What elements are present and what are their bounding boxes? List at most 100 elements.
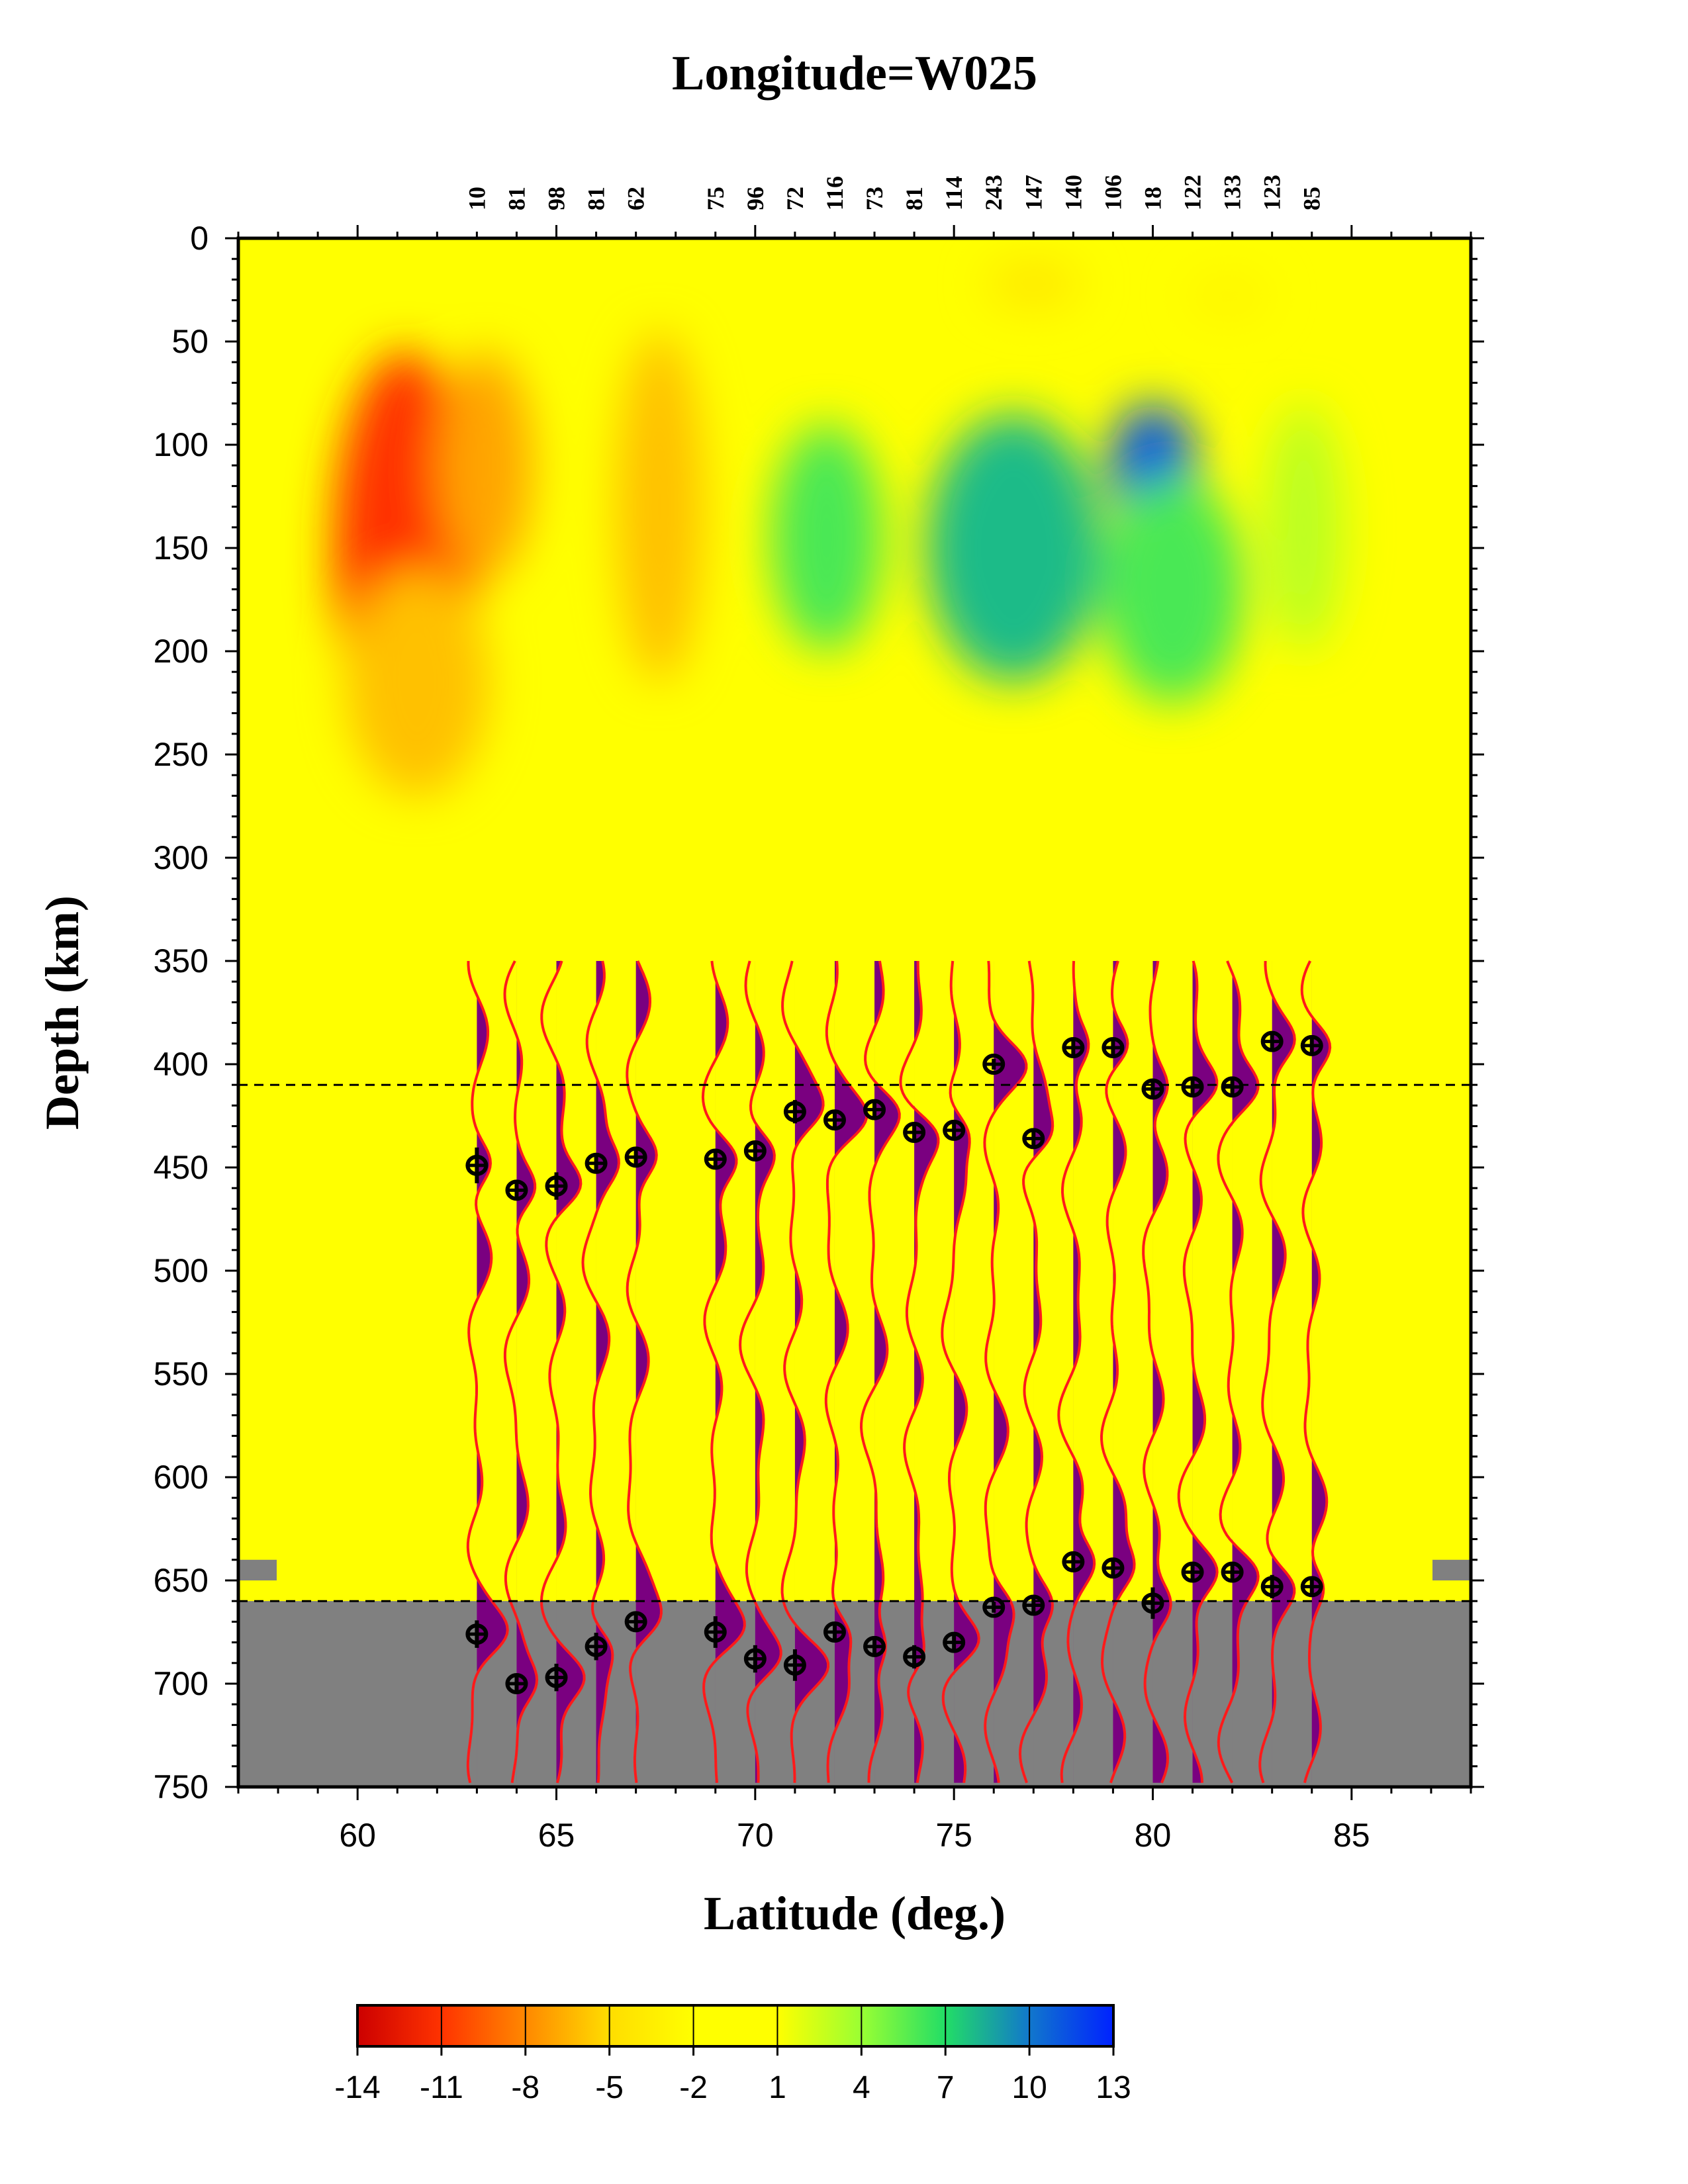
trace-71 — [780, 960, 830, 1783]
trace-83 — [1258, 960, 1296, 1784]
pick-410-73 — [863, 1099, 886, 1120]
trace-fill-72 — [834, 961, 867, 1783]
y-tick-label-600: 600 — [154, 1459, 209, 1496]
station-count-74: 81 — [901, 187, 927, 210]
trace-70 — [739, 960, 782, 1783]
pick-660-77 — [1022, 1594, 1045, 1616]
pick-660-76 — [982, 1596, 1006, 1618]
trace-66 — [581, 960, 620, 1783]
trace-line-75 — [941, 960, 980, 1784]
pick-410-77 — [1022, 1128, 1045, 1150]
anomaly-blob-5 — [1188, 275, 1268, 317]
y-tick-label-550: 550 — [154, 1355, 209, 1392]
trace-fill-77 — [1033, 961, 1053, 1783]
station-count-67: 62 — [623, 187, 649, 210]
pick-660-67 — [624, 1611, 647, 1633]
pick-660-66 — [585, 1633, 608, 1661]
y-tick-label-650: 650 — [154, 1562, 209, 1599]
trace-65 — [539, 960, 586, 1784]
trace-line-67 — [626, 960, 663, 1784]
trace-line-76 — [983, 960, 1028, 1784]
pick-660-78 — [1062, 1551, 1085, 1572]
trace-line-74 — [899, 961, 940, 1784]
pick-660-79 — [1102, 1557, 1125, 1579]
trace-line-79 — [1100, 960, 1136, 1784]
station-count-83: 123 — [1259, 175, 1286, 210]
trace-67 — [626, 960, 663, 1784]
trace-fill-75 — [954, 961, 979, 1783]
pick-660-69 — [704, 1616, 727, 1648]
trace-line-63 — [466, 961, 509, 1784]
pick-660-75 — [943, 1631, 966, 1653]
y-tick-label-750: 750 — [154, 1768, 209, 1805]
station-count-70: 96 — [742, 187, 769, 210]
station-count-69: 75 — [702, 187, 729, 210]
y-tick-label-100: 100 — [154, 426, 209, 463]
station-count-82: 133 — [1219, 175, 1246, 210]
below-660-region — [238, 1559, 1471, 1787]
chart-title: Longitude=W025 — [672, 46, 1037, 101]
pick-660-81 — [1181, 1561, 1204, 1583]
pick-660-63 — [465, 1620, 489, 1648]
station-count-66: 81 — [583, 187, 610, 210]
pick-660-84 — [1300, 1576, 1323, 1598]
pick-410-81 — [1181, 1076, 1204, 1098]
pick-660-82 — [1221, 1561, 1244, 1583]
pick-410-76 — [982, 1054, 1006, 1075]
x-tick-label-75: 75 — [935, 1817, 972, 1854]
pick-660-73 — [863, 1635, 886, 1657]
station-count-64: 81 — [504, 187, 530, 210]
trace-80 — [1142, 960, 1172, 1784]
trace-fill-73 — [874, 961, 900, 1783]
pick-410-78 — [1062, 1037, 1085, 1059]
pick-410-63 — [465, 1147, 489, 1183]
trace-line-83 — [1258, 960, 1296, 1784]
station-count-75: 114 — [941, 176, 967, 210]
x-axis-label: Latitude (deg.) — [704, 1887, 1006, 1940]
trace-line-70 — [739, 960, 782, 1783]
anomaly-blob-9 — [1101, 475, 1244, 703]
y-tick-label-200: 200 — [154, 633, 209, 670]
colorbar-tick--2: -2 — [679, 2070, 708, 2105]
trace-line-71 — [780, 960, 830, 1783]
station-count-72: 116 — [821, 176, 848, 210]
trace-fill-76 — [994, 961, 1027, 1783]
trace-line-82 — [1217, 960, 1260, 1784]
pick-660-74 — [903, 1645, 926, 1669]
plot-frame — [236, 236, 1473, 1789]
trace-fill-70 — [755, 961, 781, 1783]
trace-72 — [824, 960, 868, 1783]
y-tick-label-500: 500 — [154, 1252, 209, 1289]
pick-410-83 — [1260, 1030, 1284, 1052]
pick-660-80 — [1141, 1587, 1164, 1619]
pick-660-83 — [1260, 1574, 1284, 1598]
trace-line-84 — [1300, 960, 1332, 1784]
x-tick-label-70: 70 — [737, 1817, 774, 1854]
velocity-anomaly-field — [334, 259, 1344, 796]
y-tick-label-450: 450 — [154, 1149, 209, 1186]
pick-410-75 — [943, 1119, 966, 1141]
pick-660-64 — [505, 1673, 528, 1694]
trace-line-65 — [539, 960, 586, 1784]
colorbar-tick-7: 7 — [937, 2070, 955, 2105]
right-gray-tab — [1432, 1559, 1471, 1580]
y-tick-label-400: 400 — [154, 1046, 209, 1083]
trace-line-80 — [1142, 960, 1172, 1784]
station-count-81: 122 — [1180, 175, 1206, 210]
trace-fill-67 — [635, 961, 661, 1783]
station-count-79: 106 — [1100, 175, 1126, 210]
station-count-80: 18 — [1140, 187, 1166, 210]
colorbar-tick--5: -5 — [595, 2070, 624, 2105]
y-tick-label-250: 250 — [154, 736, 209, 773]
station-count-77: 147 — [1020, 175, 1047, 210]
x-axis: 60 65 70 75 80 85 — [237, 225, 1472, 1854]
trace-line-64 — [503, 960, 539, 1784]
anomaly-blob-10 — [1264, 403, 1344, 651]
trace-74 — [899, 961, 940, 1784]
pick-410-64 — [505, 1179, 528, 1201]
y-axis: 0 50 100 150 200 250 300 350 400 450 500 550 600 650 7… — [154, 220, 1484, 1805]
trace-line-77 — [1018, 960, 1055, 1784]
x-tick-label-60: 60 — [339, 1817, 376, 1854]
anomaly-blob-4 — [986, 259, 1082, 309]
